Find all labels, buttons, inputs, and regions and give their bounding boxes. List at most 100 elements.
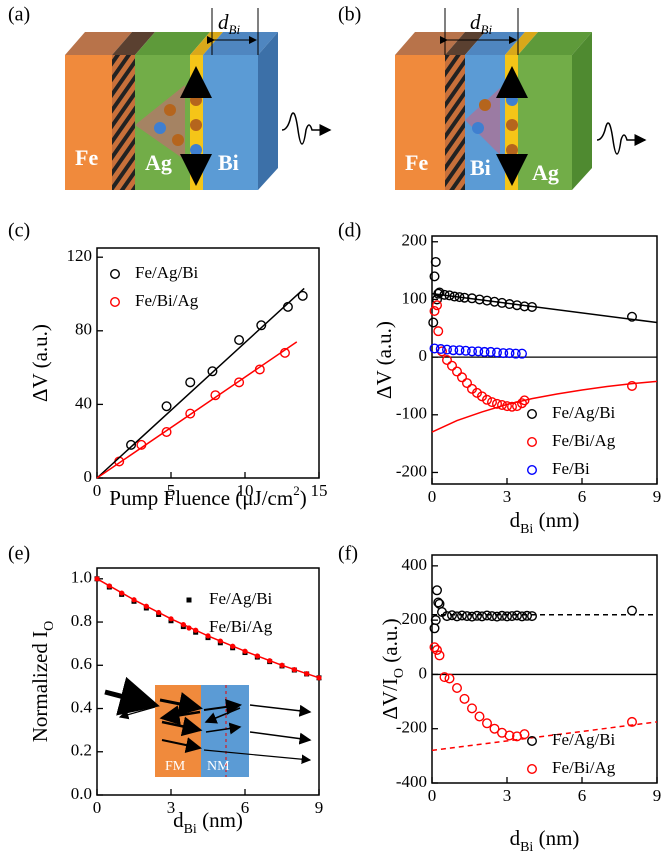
y-tick-label: 0: [84, 467, 93, 486]
label-part: Bi: [520, 840, 533, 855]
diagram-a: (a) dBi Fe Ag Bi: [8, 4, 332, 190]
y-tick-label: 120: [67, 246, 93, 265]
data-point: [502, 611, 513, 622]
x-tick-label: 0: [93, 481, 102, 500]
data-point: [462, 378, 473, 389]
diagram-b: (b) dBi Fe Bi Ag: [338, 4, 647, 190]
label-part: 2: [293, 483, 300, 498]
y-tick-label: 1.0: [71, 568, 92, 587]
y-tick-label: 0: [419, 663, 428, 682]
axis-label: ΔV (a.u.): [28, 324, 52, 402]
data-point: [507, 611, 518, 622]
data-point: [517, 611, 528, 622]
legend-label: Fe/Bi: [552, 459, 590, 478]
data-point: [474, 711, 485, 722]
label-part: (a.u.): [378, 618, 402, 668]
y-tick-label: 80: [75, 320, 92, 339]
x-tick-label: 6: [578, 786, 587, 805]
data-point: [485, 346, 496, 357]
data-point: [519, 395, 530, 406]
data-point: [457, 372, 468, 383]
label-part: (nm): [533, 826, 579, 850]
data-point: [492, 347, 503, 358]
data-point: [462, 611, 473, 622]
data-point: [432, 645, 443, 656]
data-point: [434, 650, 445, 661]
data-point: [507, 401, 518, 412]
data-point: [482, 718, 493, 729]
label-part: ): [300, 486, 307, 510]
y-tick-label: 400: [402, 555, 428, 574]
x-tick-label: 5: [167, 481, 176, 500]
data-point: [477, 611, 488, 622]
layer-label: Ag: [532, 160, 559, 185]
label-part: Pump Fluence (μJ/cm: [109, 486, 293, 510]
data-point: [429, 271, 440, 282]
y-tick-label: -100: [396, 404, 427, 423]
legend-marker: [109, 297, 120, 308]
label-part: ΔV (a.u.): [372, 321, 396, 399]
axis-label: ΔV/IO (a.u.): [378, 618, 407, 719]
x-tick-label: 9: [653, 786, 662, 805]
label-part: (nm): [533, 508, 579, 532]
data-point: [479, 346, 490, 357]
y-tick-label: 0.2: [71, 741, 92, 760]
fit-line: [96, 578, 320, 679]
data-point: [435, 344, 446, 355]
y-tick-label: 0.0: [71, 784, 92, 803]
data-point: [429, 642, 440, 653]
layer-label: Ag: [145, 150, 172, 175]
data-point: [432, 300, 443, 311]
data-point: [433, 326, 444, 337]
label-part: d: [510, 508, 521, 532]
legend-label: Fe/Bi/Ag: [552, 758, 616, 777]
data-point: [504, 348, 515, 359]
data-point: [429, 343, 440, 354]
data-point: [457, 610, 468, 621]
data-point: [627, 311, 638, 322]
data-point: [492, 611, 503, 622]
data-point: [316, 675, 322, 681]
legend-label: Fe/Bi/Ag: [209, 617, 273, 636]
panel-label: (d): [338, 220, 361, 242]
thickness-label: dBi: [218, 10, 240, 38]
label-part: Bi: [520, 522, 533, 537]
data-point: [510, 348, 521, 359]
data-point: [185, 408, 196, 419]
data-point: [185, 377, 196, 388]
legend-marker: [527, 764, 538, 775]
data-point: [627, 605, 638, 616]
y-tick-label: 100: [402, 288, 428, 307]
data-point: [489, 723, 500, 734]
data-point: [627, 380, 638, 391]
legend-marker: [527, 437, 538, 448]
data-point: [439, 672, 450, 683]
label-part: d: [218, 10, 229, 34]
data-point: [517, 398, 528, 409]
legend-label: Fe/Bi/Ag: [135, 291, 199, 310]
plot-frame: [96, 567, 320, 796]
data-point: [430, 256, 441, 267]
data-point: [472, 387, 483, 398]
x-tick-label: 15: [311, 481, 328, 500]
axis-label: dBi (nm): [173, 808, 243, 837]
axis-label: Pump Fluence (μJ/cm2): [109, 483, 306, 509]
label-part: ΔV/I: [378, 678, 402, 720]
legend-label: Fe/Ag/Bi: [552, 730, 616, 749]
data-point: [527, 611, 538, 622]
y-tick-label: 0.6: [71, 654, 92, 673]
data-point: [452, 611, 463, 622]
x-tick-label: 0: [428, 786, 437, 805]
legend-label: Fe/Ag/Bi: [209, 589, 273, 608]
data-point: [297, 290, 308, 301]
label-part: Bi: [229, 22, 241, 37]
fit-line: [431, 380, 658, 433]
y-tick-label: 200: [402, 231, 428, 250]
data-point: [452, 683, 463, 694]
label-part: (nm): [197, 808, 243, 832]
inset-label: FM: [165, 759, 186, 774]
data-point: [459, 693, 470, 704]
data-point: [467, 611, 478, 622]
